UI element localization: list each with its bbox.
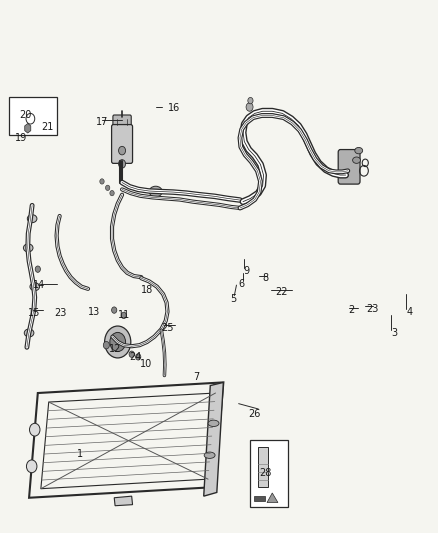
Ellipse shape [149,186,162,197]
FancyBboxPatch shape [338,150,360,184]
Ellipse shape [23,244,33,252]
Text: 20: 20 [19,110,32,120]
Circle shape [106,185,110,190]
Polygon shape [204,382,223,496]
Circle shape [121,312,127,319]
Text: 15: 15 [28,308,40,318]
Circle shape [110,333,126,352]
Circle shape [246,103,253,111]
Text: 22: 22 [275,287,287,297]
Text: 14: 14 [33,280,46,290]
Text: 28: 28 [259,468,272,478]
Ellipse shape [208,420,219,426]
Text: 25: 25 [161,322,174,333]
Polygon shape [114,496,133,506]
Ellipse shape [30,282,39,290]
FancyBboxPatch shape [113,115,131,130]
Text: 3: 3 [392,328,398,338]
Circle shape [103,342,110,349]
Circle shape [129,351,134,358]
Ellipse shape [27,215,37,223]
Text: 17: 17 [96,117,108,127]
Text: 11: 11 [118,310,130,320]
Text: 12: 12 [109,344,121,354]
Ellipse shape [355,148,363,154]
Text: 8: 8 [263,273,269,283]
Circle shape [136,354,141,360]
Bar [254,496,265,502]
Ellipse shape [204,452,215,458]
Text: 16: 16 [167,103,180,113]
Text: 10: 10 [140,359,152,369]
Circle shape [105,326,131,358]
Bar [250,440,288,507]
Circle shape [248,98,253,104]
Circle shape [100,179,104,184]
Text: 13: 13 [88,306,100,317]
Bar [9,98,57,135]
Ellipse shape [353,157,360,164]
Circle shape [29,423,40,436]
Circle shape [26,460,37,473]
Circle shape [119,147,126,155]
Text: 23: 23 [54,308,66,318]
Bar [258,447,268,487]
Text: 1: 1 [77,449,83,458]
Text: 2: 2 [348,305,354,315]
Text: 6: 6 [239,279,245,288]
Text: 4: 4 [407,306,413,317]
Text: 5: 5 [230,294,236,304]
Ellipse shape [24,329,34,337]
Circle shape [35,266,40,272]
Text: 19: 19 [14,133,27,143]
Text: 21: 21 [41,122,53,132]
Polygon shape [25,124,31,133]
Text: 18: 18 [141,286,154,295]
Circle shape [119,160,126,168]
Text: 26: 26 [249,409,261,419]
Text: 24: 24 [130,352,142,362]
Text: 9: 9 [243,266,249,276]
Circle shape [110,190,114,196]
FancyBboxPatch shape [112,125,133,164]
Text: 7: 7 [193,372,199,382]
Polygon shape [267,493,278,503]
Text: 23: 23 [367,304,379,314]
Circle shape [112,307,117,313]
